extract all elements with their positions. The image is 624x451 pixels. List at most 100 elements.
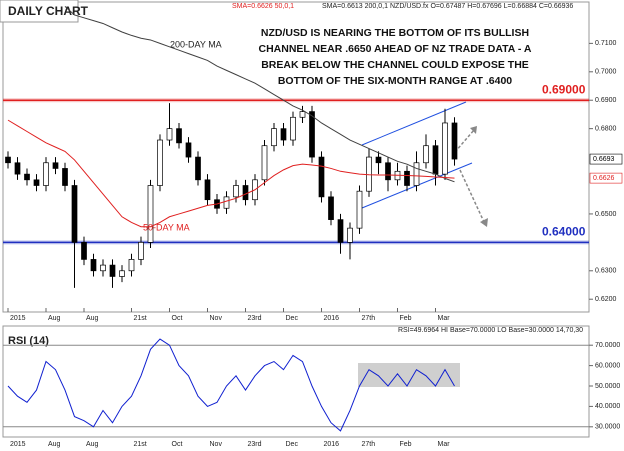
x-tick-label: 2016 [324,315,340,322]
y-tick-label: 50.0000 [595,383,620,390]
moving-average [64,6,455,183]
arrow-head [470,126,477,134]
level-label: 0.64000 [542,225,586,239]
candle-body [261,145,268,181]
y-tick-label: 0.6200 [595,296,617,303]
x-tick-label: Aug [48,315,61,322]
candle-body [52,162,59,169]
x-tick-label: Oct [172,441,183,448]
y-tick-label: 0.6900 [595,97,617,104]
candle-body [347,227,353,243]
candle-body [185,142,192,158]
candle-body [62,168,68,186]
candle-body [423,145,429,164]
candle-body [14,162,21,175]
header-text: NZD/USD.fx O=0.67487 H=0.67696 L=0.66884… [390,3,573,10]
y-tick-label: 0.6300 [595,268,617,275]
price-tag [589,172,623,184]
price-tag-label: 0.6626 [593,175,615,182]
x-tick-label: 21st [134,441,147,448]
price-tag-label: 0.6693 [593,156,615,163]
candle-body [90,259,97,272]
series-label: 50-DAY MA [143,222,190,232]
candle-body [442,122,448,175]
y-tick-label: 0.7100 [595,40,617,47]
y-tick-label: 40.0000 [595,403,620,410]
candle-body [195,156,201,181]
y-tick-label: 0.7000 [595,69,617,76]
x-tick-label: 2015 [10,441,26,448]
candle-body [385,162,391,181]
x-tick-label: Mar [438,441,451,448]
rsi-header: RSI=49.6964 HI Base=70.0000 LO Base=30.0… [398,327,583,334]
candle-body [138,242,144,260]
x-tick-label: Aug [48,441,61,448]
series-label: 200-DAY MA [170,39,222,49]
candle-body [176,128,182,144]
annotation: NZD/USD IS NEARING THE BOTTOM OF ITS BUL… [261,27,529,39]
candle-body [24,173,30,181]
price-panel [2,1,590,313]
x-tick-label: Aug [86,315,99,322]
candle-body [242,185,249,201]
candle-body [290,116,296,141]
candle-body [81,242,87,260]
candle-body [157,139,163,186]
arrow [459,169,485,223]
candle-body [375,156,382,164]
annotation: BREAK BELOW THE CHANNEL COULD EXPOSE THE [261,59,529,71]
annotation: CHANNEL NEAR .6650 AHEAD OF NZ TRADE DAT… [258,43,531,55]
candle-body [147,185,154,243]
x-tick-label: 27th [362,441,376,448]
candle-body [280,128,287,141]
candle-body [356,190,363,229]
candle-body [451,122,458,160]
channel-line [361,101,467,146]
rsi-panel [2,325,590,438]
title-box [0,0,79,23]
y-tick-label: 30.0000 [595,424,620,431]
chart-title: DAILY CHART [8,4,89,18]
candle-body [71,185,78,243]
price-tag [589,153,623,165]
x-tick-label: Mar [438,315,451,322]
header-text: SMA=0.6626 50,0,1 [232,3,294,10]
x-tick-label: Dec [286,441,299,448]
y-tick-label: 0.6500 [595,211,617,218]
x-tick-label: Nov [210,315,223,322]
candle-body [43,162,49,186]
candle-body [404,170,410,186]
candle-body [309,111,315,158]
moving-average [7,119,455,228]
level-label: 0.69000 [542,82,586,96]
candle-body [109,264,116,277]
y-tick-label: 70.0000 [595,342,620,349]
x-tick-label: Oct [172,315,183,322]
candle-body [432,145,439,175]
annotation: BOTTOM OF THE SIX-MONTH RANGE AT .6400 [278,75,512,87]
x-tick-label: Feb [400,315,412,322]
candle-body [223,196,230,209]
x-tick-label: 27th [362,315,376,322]
candle-body [337,219,344,243]
arrow-head [480,218,488,227]
x-tick-label: 21st [134,315,147,322]
x-tick-label: 23rd [248,441,262,448]
candle-body [328,196,334,220]
y-tick-label: 0.6800 [595,125,617,132]
x-tick-label: Dec [286,315,299,322]
candle-body [204,179,211,201]
x-tick-label: Nov [210,441,223,448]
candle-body [413,162,420,186]
candle-body [271,128,277,147]
candle-body [33,179,40,186]
candle-body [299,111,306,118]
x-tick-label: Feb [400,441,412,448]
candle-body [119,270,125,277]
y-tick-label: 60.0000 [595,362,620,369]
x-tick-label: 23rd [248,315,262,322]
candle-body [100,264,106,272]
x-tick-label: 2016 [324,441,340,448]
